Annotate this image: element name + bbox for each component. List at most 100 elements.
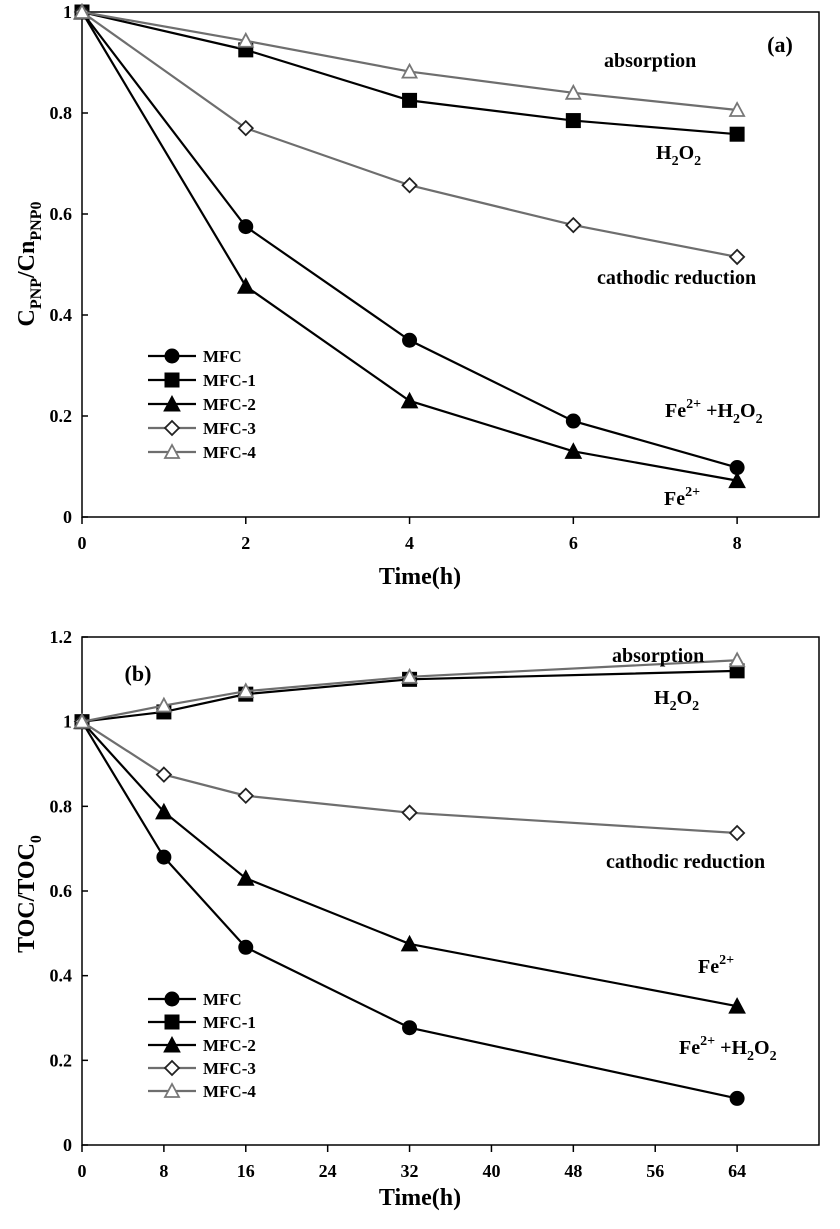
legend-item: MFC-2 bbox=[148, 1035, 256, 1055]
data-point bbox=[237, 119, 255, 137]
legend-item: MFC-3 bbox=[148, 419, 256, 438]
legend-label: MFC bbox=[203, 990, 242, 1009]
data-point bbox=[564, 442, 583, 459]
y-tick-label: 0.2 bbox=[50, 406, 73, 426]
data-point bbox=[401, 804, 418, 821]
y-axis-title: CPNP/CnPNP0 bbox=[14, 202, 45, 327]
series-mfc-4 bbox=[73, 3, 746, 117]
series-mfc-4 bbox=[73, 651, 746, 729]
x-tick-label: 64 bbox=[728, 1161, 746, 1181]
y-tick-label: 0.8 bbox=[50, 796, 73, 816]
legend-marker bbox=[164, 372, 180, 388]
data-point bbox=[565, 413, 581, 429]
y-tick-label: 0.2 bbox=[50, 1050, 73, 1070]
x-tick-label: 2 bbox=[241, 533, 250, 553]
data-point bbox=[728, 248, 746, 266]
data-point bbox=[565, 113, 581, 129]
x-tick-label: 32 bbox=[401, 1161, 419, 1181]
y-tick-label: 1 bbox=[63, 712, 72, 732]
annotation-h2o2: H2O2 bbox=[656, 142, 701, 169]
data-point bbox=[728, 471, 746, 489]
x-tick-label: 56 bbox=[646, 1161, 664, 1181]
series-line bbox=[81, 11, 738, 259]
x-tick-label: 48 bbox=[564, 1161, 582, 1181]
x-tick-label: 0 bbox=[78, 533, 87, 553]
legend: MFC MFC-1 MFC-2 MFC-3 MFC-4 bbox=[148, 347, 256, 462]
legend-label: MFC-2 bbox=[203, 1036, 256, 1055]
legend-marker bbox=[164, 991, 180, 1007]
data-point bbox=[236, 277, 255, 294]
legend-item: MFC-1 bbox=[148, 1013, 256, 1032]
annotation-cathodic: cathodic reduction bbox=[597, 267, 756, 289]
data-point bbox=[401, 667, 419, 684]
data-point bbox=[402, 92, 418, 108]
data-point bbox=[729, 1090, 745, 1106]
x-tick-label: 8 bbox=[159, 1161, 168, 1181]
y-tick-label: 0.4 bbox=[50, 966, 73, 986]
legend-label: MFC-1 bbox=[203, 371, 256, 390]
data-point bbox=[237, 682, 255, 699]
y-tick-label: 1.2 bbox=[50, 627, 73, 647]
annotation-absorption: absorption bbox=[612, 645, 704, 667]
data-point bbox=[155, 766, 173, 783]
legend-marker bbox=[164, 1014, 180, 1030]
data-point bbox=[401, 176, 418, 194]
plot-frame bbox=[81, 11, 820, 518]
x-axis-title: Time(h) bbox=[379, 1185, 461, 1211]
data-point bbox=[728, 651, 746, 668]
legend-marker bbox=[163, 1035, 181, 1053]
legend-label: MFC-1 bbox=[203, 1013, 256, 1032]
data-point bbox=[402, 1020, 418, 1036]
x-tick-label: 8 bbox=[733, 533, 742, 553]
data-point bbox=[237, 787, 255, 805]
annotation-absorption: absorption bbox=[604, 50, 696, 72]
annotation-fe: Fe2+ bbox=[664, 485, 700, 510]
series-mfc-3 bbox=[73, 713, 746, 842]
legend-label: MFC bbox=[203, 347, 242, 366]
data-point bbox=[73, 712, 91, 729]
y-tick-label: 0 bbox=[63, 507, 72, 527]
data-point bbox=[400, 934, 419, 952]
data-point bbox=[155, 802, 173, 820]
annotation-fenton: Fe2+ +H2O2 bbox=[665, 397, 763, 427]
y-tick-label: 1 bbox=[63, 2, 72, 22]
x-tick-label: 24 bbox=[319, 1161, 337, 1181]
data-point bbox=[238, 219, 254, 235]
data-point bbox=[564, 83, 582, 100]
data-point bbox=[400, 391, 419, 409]
data-point bbox=[401, 62, 419, 79]
y-tick-label: 0.4 bbox=[50, 305, 73, 325]
legend-marker bbox=[163, 394, 181, 412]
data-point bbox=[729, 126, 745, 142]
data-point bbox=[155, 696, 173, 713]
x-tick-label: 4 bbox=[405, 533, 414, 553]
legend-marker bbox=[164, 348, 180, 364]
annotation-fenton: Fe2+ +H2O2 bbox=[679, 1034, 777, 1064]
legend-marker bbox=[163, 1059, 181, 1077]
y-tick-label: 0.6 bbox=[50, 881, 73, 901]
legend: MFC MFC-1 MFC-2 MFC-3 MFC-4 bbox=[148, 990, 256, 1101]
y-tick-label: 0.6 bbox=[50, 204, 73, 224]
legend-item: MFC bbox=[148, 990, 242, 1009]
x-tick-label: 0 bbox=[78, 1161, 87, 1181]
data-point bbox=[728, 101, 746, 117]
legend-marker bbox=[163, 1082, 181, 1098]
data-point bbox=[238, 939, 254, 955]
x-tick-label: 16 bbox=[237, 1161, 255, 1181]
data-point bbox=[565, 216, 582, 234]
x-tick-label: 40 bbox=[482, 1161, 500, 1181]
legend-label: MFC-3 bbox=[203, 419, 256, 438]
data-point bbox=[237, 31, 255, 48]
legend-label: MFC-4 bbox=[203, 443, 256, 462]
data-point bbox=[402, 332, 418, 348]
chart-panel-a: 0 0.2 0.4 0.6 0.8 1 0 2 4 6 8 Time(h) CPNP/CnPNP0 (a)… bbox=[14, 2, 820, 590]
legend-label: MFC-2 bbox=[203, 395, 256, 414]
legend-item: MFC bbox=[148, 347, 242, 366]
legend-item: MFC-3 bbox=[148, 1059, 256, 1078]
y-tick-label: 0 bbox=[63, 1135, 72, 1155]
series-mfc-2 bbox=[73, 712, 746, 1014]
data-point bbox=[156, 849, 172, 865]
legend-label: MFC-3 bbox=[203, 1059, 256, 1078]
legend-item: MFC-2 bbox=[148, 394, 256, 414]
